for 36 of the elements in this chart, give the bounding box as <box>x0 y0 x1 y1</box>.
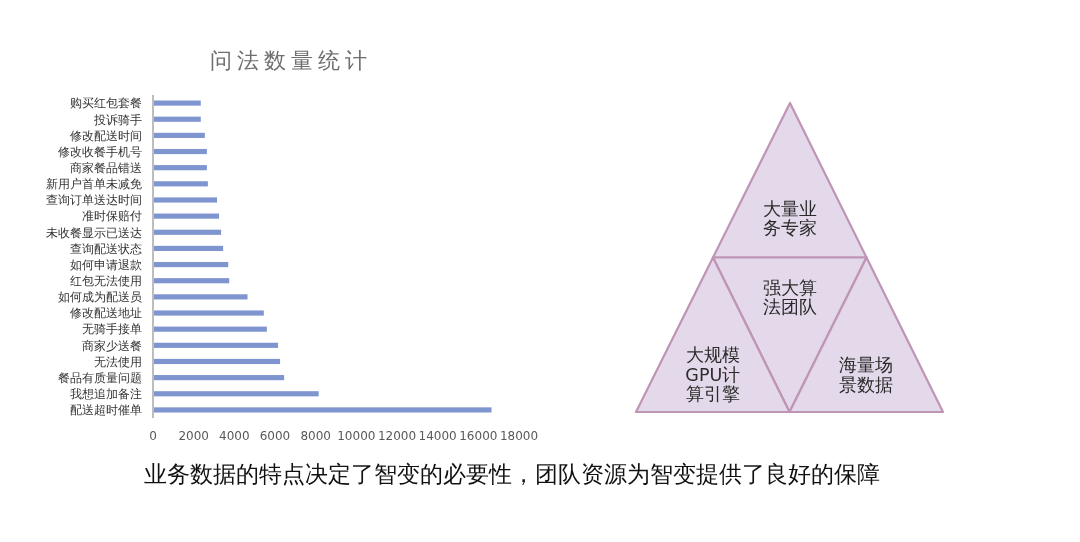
category-label: 如何申请退款 <box>70 257 142 272</box>
tick-label: 10000 <box>337 429 376 443</box>
tick-label: 2000 <box>178 429 209 443</box>
tick-label: 4000 <box>219 429 250 443</box>
category-label: 查询配送状态 <box>70 241 142 256</box>
tick-label: 8000 <box>300 429 331 443</box>
tick-label: 18000 <box>499 429 539 443</box>
diagram-text: 强大算法团队 <box>762 277 817 318</box>
category-label: 无骑手接单 <box>82 322 142 337</box>
tick-label: 6000 <box>259 429 291 443</box>
diagram-text: 大量业务专家 <box>762 198 817 239</box>
category-label: 无法使用 <box>94 354 142 369</box>
diagram-text: 大规模GPU计算引擎 <box>685 345 741 405</box>
category-label: 修改配送时间 <box>70 128 142 143</box>
annotation: 业务数据的特点决定了智变的必要性，团队资源为智变提供了良好的保障 <box>144 461 880 487</box>
diagram-text: 海量场景数据 <box>839 355 894 395</box>
category-label: 购买红包套餐 <box>70 96 142 111</box>
tick-label: 14000 <box>418 429 457 443</box>
category-label: 修改收餐手机号 <box>58 144 142 159</box>
category-label: 查询订单送达时间 <box>46 193 142 208</box>
category-label: 新用户首单未减免 <box>46 177 142 192</box>
category-label: 红包无法使用 <box>70 274 142 288</box>
category-label: 投诉骑手 <box>94 112 142 127</box>
category-label: 准时保赔付 <box>82 209 142 224</box>
tick-label: 12000 <box>377 429 417 443</box>
category-label: 未收餐显示已送达 <box>46 225 142 240</box>
tick-label: 16000 <box>459 429 498 443</box>
category-label: 配送超时催单 <box>70 403 142 418</box>
category-label: 如何成为配送员 <box>58 290 142 305</box>
tick-label: 0 <box>149 429 157 443</box>
title: 问法数量统计 <box>210 48 372 73</box>
category-label: 我想追加备注 <box>70 387 142 402</box>
category-label: 餐品有质量问题 <box>58 370 142 385</box>
category-label: 商家餐品错送 <box>70 161 142 175</box>
category-label: 修改配送地址 <box>70 306 142 321</box>
category-label: 商家少送餐 <box>82 338 142 353</box>
